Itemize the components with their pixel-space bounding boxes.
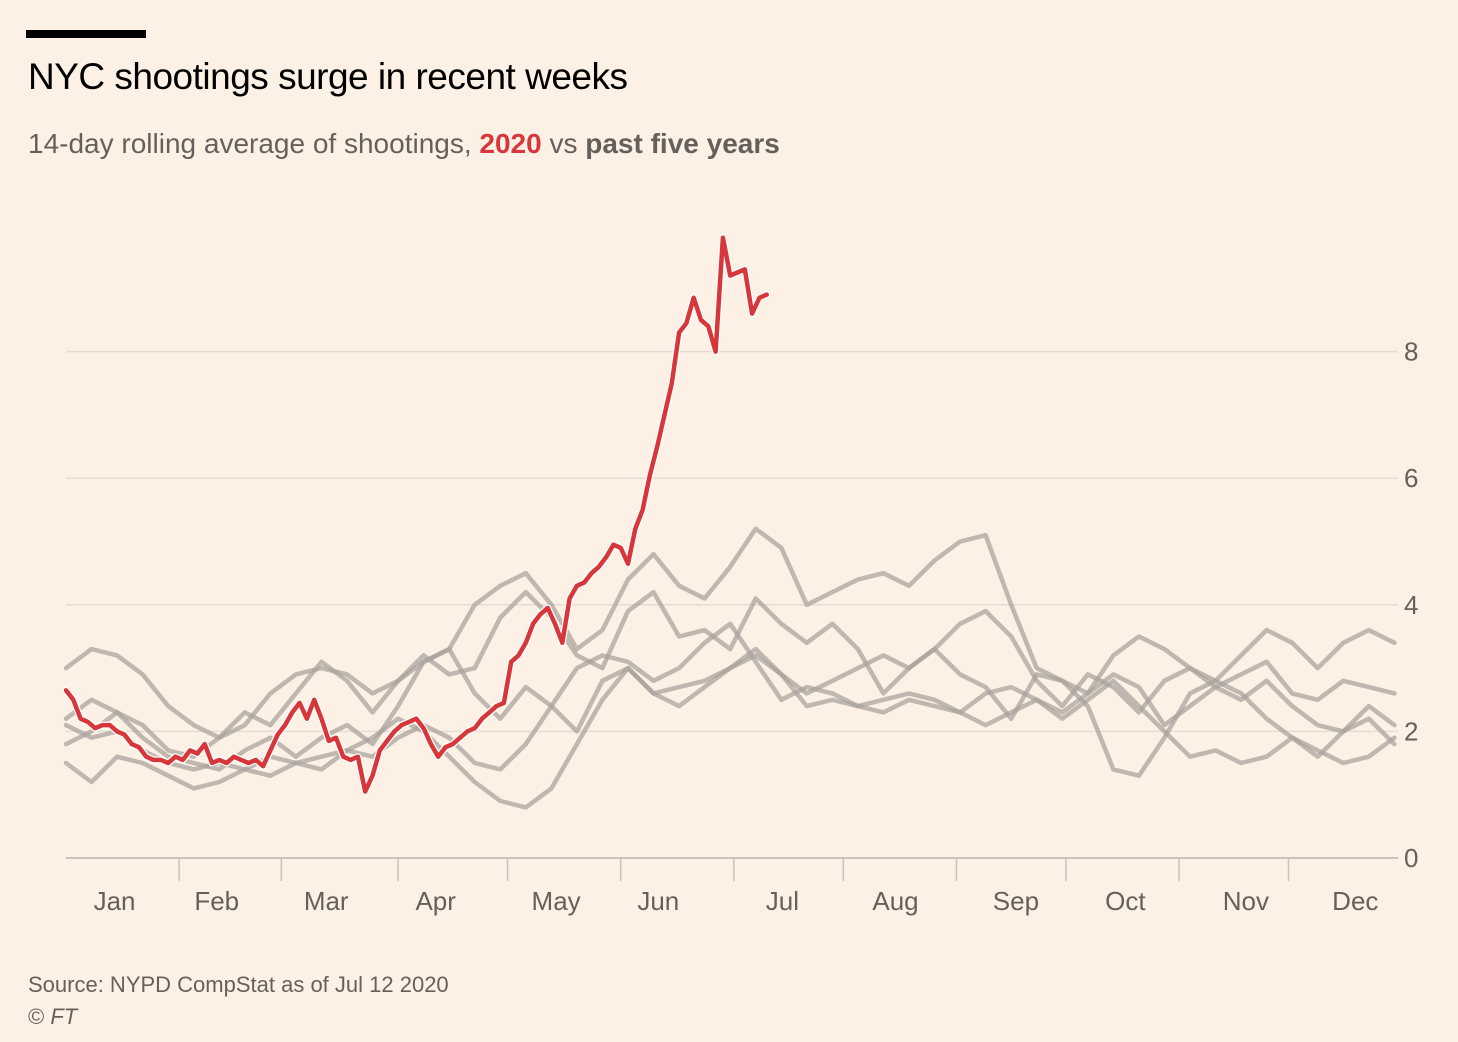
copyright-symbol: © bbox=[28, 1004, 45, 1029]
y-tick-label: 6 bbox=[1404, 463, 1418, 493]
copyright-brand: FT bbox=[50, 1004, 78, 1029]
current-year-line bbox=[62, 234, 771, 795]
series-line-2020 bbox=[63, 235, 769, 794]
y-tick-label: 0 bbox=[1404, 843, 1418, 873]
gridlines bbox=[66, 350, 1398, 859]
y-tick-label: 4 bbox=[1404, 590, 1418, 620]
y-tick-label: 8 bbox=[1404, 337, 1418, 367]
series-line-past-year bbox=[63, 621, 1397, 791]
x-tick-label: Nov bbox=[1223, 886, 1269, 916]
y-axis-labels: 0 2 4 6 8 bbox=[1404, 337, 1418, 873]
copyright-note: © FT bbox=[28, 1004, 77, 1030]
x-tick-label: Mar bbox=[304, 886, 349, 916]
x-tick-label: Sep bbox=[993, 886, 1039, 916]
x-tick-label: Dec bbox=[1332, 886, 1378, 916]
subtitle-prefix: 14-day rolling average of shootings, bbox=[28, 128, 480, 159]
y-tick-label: 2 bbox=[1404, 716, 1418, 746]
source-note: Source: NYPD CompStat as of Jul 12 2020 bbox=[28, 972, 449, 997]
subtitle-past-years: past five years bbox=[585, 128, 780, 159]
series-line-past-year bbox=[63, 646, 1397, 810]
chart-subtitle: 14-day rolling average of shootings, 202… bbox=[28, 128, 780, 160]
series-line-past-year bbox=[63, 589, 1397, 759]
past-years-lines bbox=[63, 526, 1397, 810]
series-line-past-year bbox=[63, 526, 1397, 740]
x-tick-label: May bbox=[532, 886, 581, 916]
subtitle-current-year: 2020 bbox=[479, 128, 542, 159]
x-tick-label: Jun bbox=[637, 886, 679, 916]
x-tick-label: Feb bbox=[194, 886, 239, 916]
top-rule bbox=[26, 30, 146, 38]
x-tick-label: Aug bbox=[872, 886, 918, 916]
x-tick-label: Apr bbox=[415, 886, 456, 916]
subtitle-vs: vs bbox=[541, 128, 586, 159]
chart-title: NYC shootings surge in recent weeks bbox=[28, 56, 628, 97]
x-tick-label: Jul bbox=[766, 886, 799, 916]
x-tick-label: Jan bbox=[94, 886, 136, 916]
x-axis: Jan Feb Mar Apr May Jun Jul Aug Sep Oct Nov Dec bbox=[94, 858, 1378, 916]
x-tick-label: Oct bbox=[1105, 886, 1146, 916]
